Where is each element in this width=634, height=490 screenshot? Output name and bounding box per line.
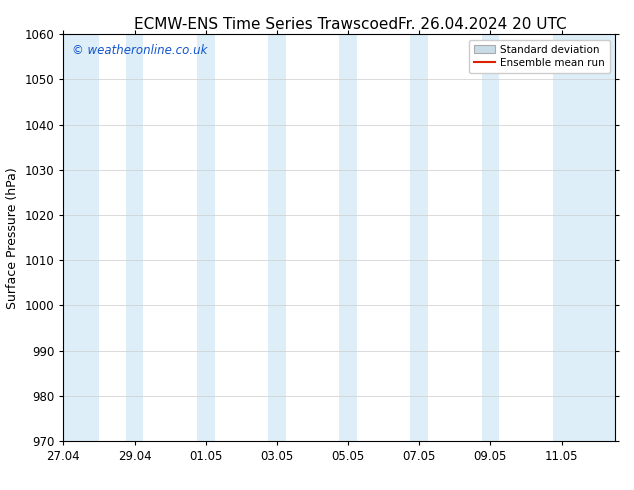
Bar: [126, 34, 143, 441]
Bar: [55, 34, 99, 441]
Bar: [410, 34, 428, 441]
Legend: Standard deviation, Ensemble mean run: Standard deviation, Ensemble mean run: [469, 40, 610, 73]
Bar: [553, 34, 615, 441]
Text: Fr. 26.04.2024 20 UTC: Fr. 26.04.2024 20 UTC: [398, 17, 566, 32]
Bar: [197, 34, 215, 441]
Text: © weatheronline.co.uk: © weatheronline.co.uk: [72, 45, 207, 57]
Bar: [482, 34, 500, 441]
Text: ECMW-ENS Time Series Trawscoed: ECMW-ENS Time Series Trawscoed: [134, 17, 398, 32]
Y-axis label: Surface Pressure (hPa): Surface Pressure (hPa): [6, 167, 19, 309]
Bar: [268, 34, 286, 441]
Bar: [339, 34, 357, 441]
